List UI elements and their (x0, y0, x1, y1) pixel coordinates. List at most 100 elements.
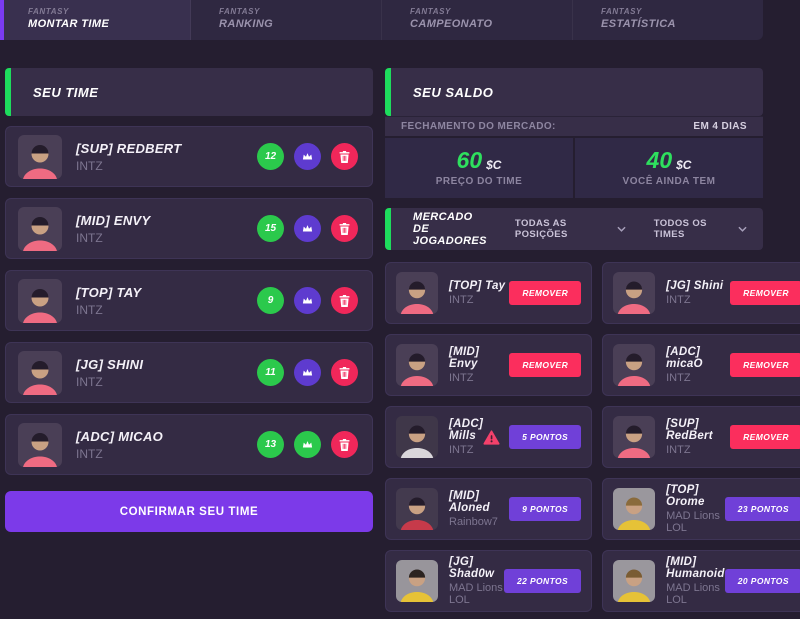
player-avatar (613, 488, 656, 530)
player-name: [SUP] RedBert (666, 418, 713, 442)
market-title: MERCADO DE JOGADORES (413, 211, 487, 247)
tab-estatistica[interactable]: FANTASY ESTATÍSTICA (573, 0, 763, 40)
team-panel-header: SEU TIME (5, 68, 373, 116)
player-avatar (396, 488, 438, 530)
team-price-value: 60 (456, 147, 483, 173)
market-action-badge: 5 PONTOS (509, 425, 582, 449)
team-player-row: [TOP] TAY INTZ 9 (5, 270, 373, 331)
positions-filter-dropdown[interactable]: TODAS AS POSIÇÕES (515, 218, 626, 240)
player-team: INTZ (666, 372, 691, 384)
player-team: INTZ (76, 374, 103, 389)
tab-super-label: FANTASY (219, 7, 260, 16)
market-player-card: [TOP] Tay INTZ REMOVER (385, 262, 593, 324)
player-avatar (396, 416, 438, 458)
market-player-card: [ADC] micaO INTZ REMOVER (602, 334, 800, 396)
team-price-cell: 60 $C PREÇO DO TIME (385, 138, 573, 198)
tab-montar-time[interactable]: FANTASY MONTAR TIME (0, 0, 191, 40)
player-team: MAD Lions LOL (449, 582, 503, 606)
points-badge: 12 (257, 143, 284, 170)
remaining-balance-value: 40 (646, 147, 673, 173)
remaining-balance-label: VOCÊ AINDA TEM (622, 176, 716, 187)
remove-player-button[interactable] (331, 287, 358, 314)
market-action-badge[interactable]: REMOVER (509, 281, 582, 305)
player-avatar (613, 416, 656, 458)
player-team: INTZ (76, 158, 103, 173)
team-player-row: [ADC] MICAO INTZ 13 (5, 414, 373, 475)
player-name: [ADC] Mills (449, 418, 484, 442)
player-team: INTZ (449, 444, 474, 456)
player-avatar (396, 344, 438, 386)
tab-label: ESTATÍSTICA (601, 18, 676, 30)
captain-button[interactable] (294, 215, 321, 242)
team-price-label: PREÇO DO TIME (435, 176, 523, 187)
tab-ranking[interactable]: FANTASY RANKING (191, 0, 382, 40)
remove-player-button[interactable] (331, 431, 358, 458)
player-name: [ADC] MICAO (76, 428, 164, 444)
trash-icon (339, 294, 350, 307)
captain-button[interactable] (294, 287, 321, 314)
positions-filter-label: TODAS AS POSIÇÕES (514, 218, 568, 240)
team-player-row: [MID] ENVY INTZ 15 (5, 198, 373, 259)
market-action-badge: 20 PONTOS (724, 569, 800, 593)
player-team: INTZ (666, 444, 691, 456)
player-team: INTZ (449, 294, 474, 306)
team-player-row: [JG] SHINI INTZ 11 (5, 342, 373, 403)
tab-campeonato[interactable]: FANTASY CAMPEONATO (382, 0, 573, 40)
currency-label: $C (676, 158, 692, 172)
market-action-badge[interactable]: REMOVER (730, 425, 800, 449)
market-player-card: [TOP] Orome MAD Lions LOL 23 PONTOS (602, 478, 800, 540)
confirm-team-button[interactable]: CONFIRMAR SEU TIME (5, 491, 373, 532)
tab-label: RANKING (219, 18, 274, 30)
player-name: [ADC] micaO (666, 346, 703, 370)
market-player-card: [ADC] Mills INTZ 5 PONTOS (385, 406, 593, 468)
market-close-row: FECHAMENTO DO MERCADO: EM 4 DIAS (385, 116, 763, 136)
points-badge: 11 (257, 359, 284, 386)
team-player-row: [SUP] REDBERT INTZ 12 (5, 126, 373, 187)
currency-label: $C (486, 158, 502, 172)
market-player-card: [MID] Aloned Rainbow7 9 PONTOS (385, 478, 593, 540)
market-action-badge: 22 PONTOS (503, 569, 582, 593)
player-avatar (613, 344, 656, 386)
saldo-values: 60 $C PREÇO DO TIME 40 $C VOCÊ AINDA TEM (385, 136, 763, 198)
market-action-badge[interactable]: REMOVER (730, 281, 800, 305)
remaining-balance-cell: 40 $C VOCÊ AINDA TEM (573, 138, 763, 198)
player-avatar (18, 422, 62, 467)
player-avatar (613, 272, 656, 314)
captain-button[interactable] (294, 431, 321, 458)
main-content: SEU TIME [SUP] REDBERT INTZ 12 (0, 40, 800, 612)
teams-filter-dropdown[interactable]: TODOS OS TIMES (654, 218, 747, 240)
player-team: Rainbow7 (449, 516, 498, 528)
market-player-card: [MID] Humanoid MAD Lions LOL 20 PONTOS (602, 550, 800, 612)
crown-icon (301, 438, 314, 451)
market-player-card: [JG] Shini INTZ REMOVER (602, 262, 800, 324)
market-action-badge[interactable]: REMOVER (730, 353, 800, 377)
remove-player-button[interactable] (331, 215, 358, 242)
player-name: [TOP] Orome (666, 484, 705, 508)
player-avatar (18, 134, 62, 179)
player-team: INTZ (76, 446, 103, 461)
trash-icon (339, 366, 350, 379)
remove-player-button[interactable] (331, 143, 358, 170)
trash-icon (339, 150, 350, 163)
player-name: [JG] Shad0w (449, 556, 495, 580)
points-badge: 13 (257, 431, 284, 458)
market-action-badge[interactable]: REMOVER (509, 353, 582, 377)
tab-super-label: FANTASY (601, 7, 642, 16)
top-nav: FANTASY MONTAR TIME FANTASY RANKING FANT… (0, 0, 763, 40)
crown-icon (301, 294, 314, 307)
player-team: INTZ (449, 372, 474, 384)
chevron-down-icon (738, 226, 747, 232)
player-avatar (396, 560, 438, 602)
captain-button[interactable] (294, 143, 321, 170)
tab-super-label: FANTASY (410, 7, 451, 16)
player-name: [MID] Envy (449, 346, 480, 370)
trash-icon (339, 222, 350, 235)
tab-label: MONTAR TIME (28, 18, 110, 30)
market-player-card: [JG] Shad0w MAD Lions LOL 22 PONTOS (385, 550, 593, 612)
captain-button[interactable] (294, 359, 321, 386)
team-panel-title: SEU TIME (33, 84, 99, 100)
market-column: SEU SALDO FECHAMENTO DO MERCADO: EM 4 DI… (385, 68, 800, 612)
chevron-down-icon (617, 226, 626, 232)
points-badge: 15 (257, 215, 284, 242)
remove-player-button[interactable] (331, 359, 358, 386)
